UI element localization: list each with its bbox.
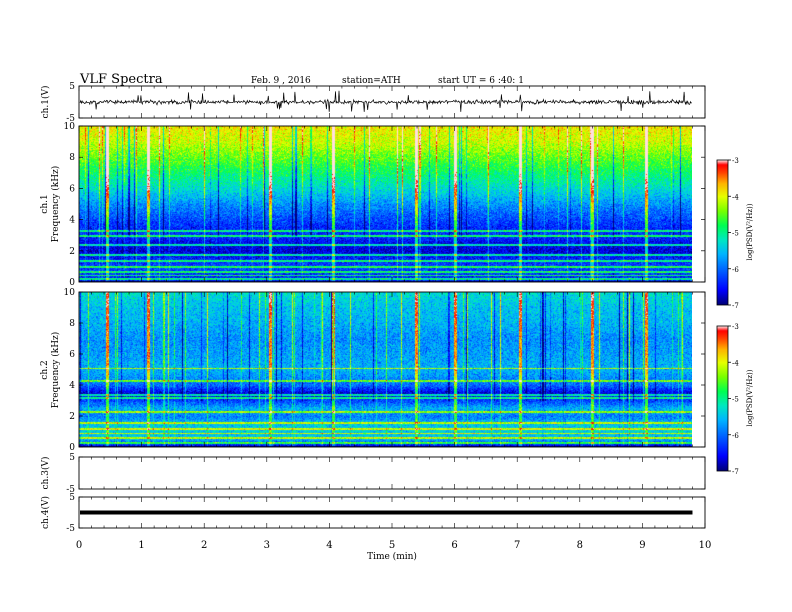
station-label: station=ATH xyxy=(342,76,401,86)
colorbar-2-tick-label: -6 xyxy=(732,432,739,440)
x-tick-label: 7 xyxy=(514,540,520,551)
colorbar-2 xyxy=(717,326,728,471)
colorbar-1-tick-label: -5 xyxy=(732,230,739,238)
x-axis-label: Time (min) xyxy=(367,551,417,562)
start-time-label: start UT = 6 :40: 1 xyxy=(438,76,524,86)
ch3-waveform-ytick-label: -5 xyxy=(66,485,75,495)
ch1-spectrogram-ytick-label: 6 xyxy=(69,184,75,194)
ch4-waveform-ylabel: ch.4(V) xyxy=(40,496,51,529)
ch2-spectrogram-ytick-label: 8 xyxy=(69,319,75,329)
x-tick-label: 5 xyxy=(389,540,395,551)
ch1-waveform-ytick-label: 5 xyxy=(69,82,75,92)
colorbar-2-tick-label: -4 xyxy=(732,359,739,367)
x-tick-label: 4 xyxy=(326,540,332,551)
ch2-spectrogram-ytick-label: 10 xyxy=(64,288,76,298)
ch3-waveform-ytick-label: 5 xyxy=(69,453,75,463)
colorbar-2-tick-label: -3 xyxy=(732,323,739,331)
ch1-spectrogram-ytick-label: 0 xyxy=(69,278,75,288)
figure-title: VLF Spectra xyxy=(80,72,163,87)
colorbar-1-tick-label: -3 xyxy=(732,157,739,165)
ch1-waveform-trace xyxy=(79,90,692,112)
ch1-spectrogram-ytick-label: 2 xyxy=(69,247,75,257)
x-tick-label: 10 xyxy=(699,540,712,551)
ch2-spectrogram-ytick-label: 0 xyxy=(69,443,75,453)
colorbar-1-tick-label: -7 xyxy=(732,302,739,310)
colorbar-2-tick-label: -7 xyxy=(732,468,739,476)
colorbar-1-tick-label: -6 xyxy=(732,266,739,274)
ch1-spectrogram-image xyxy=(79,126,692,282)
ch2-spectrogram-image xyxy=(79,292,692,447)
ch1-waveform-ylabel: ch.1(V) xyxy=(40,86,51,119)
colorbar-1-label: log(PSD(V²/Hz)) xyxy=(746,203,754,260)
ch4-waveform-ytick-label: -5 xyxy=(66,524,75,534)
colorbar-2-label: log(PSD(V²/Hz)) xyxy=(746,369,754,426)
ch2-spectrogram-ylabel2: Frequency (kHz) xyxy=(50,332,61,409)
ch2-spectrogram-ytick-label: 6 xyxy=(69,350,75,360)
ch2-spectrogram-ylabel: ch.2 xyxy=(40,360,50,379)
x-tick-label: 9 xyxy=(639,540,645,551)
ch1-spectrogram-ylabel2: Frequency (kHz) xyxy=(50,166,61,243)
ch1-spectrogram-ytick-label: 4 xyxy=(69,216,75,226)
x-tick-label: 8 xyxy=(577,540,583,551)
ch1-spectrogram-ytick-label: 10 xyxy=(64,122,76,132)
colorbar-1-tick-label: -4 xyxy=(732,193,739,201)
x-tick-label: 0 xyxy=(76,540,82,551)
colorbar-1 xyxy=(717,160,728,305)
ch1-spectrogram-ylabel: ch.1 xyxy=(40,194,50,213)
ch3-waveform-ylabel: ch.3(V) xyxy=(40,457,51,490)
x-tick-label: 3 xyxy=(264,540,270,551)
date-label: Feb. 9 , 2016 xyxy=(251,76,311,86)
ch4-waveform-ytick-label: 5 xyxy=(69,493,75,503)
ch2-spectrogram-ytick-label: 2 xyxy=(69,412,75,422)
ch1-spectrogram-ytick-label: 8 xyxy=(69,153,75,163)
x-tick-label: 1 xyxy=(138,540,144,551)
x-tick-label: 2 xyxy=(201,540,207,551)
x-tick-label: 6 xyxy=(451,540,457,551)
colorbar-2-tick-label: -5 xyxy=(732,396,739,404)
ch1-waveform-ytick-label: -5 xyxy=(66,114,75,124)
ch2-spectrogram-ytick-label: 4 xyxy=(69,381,75,391)
